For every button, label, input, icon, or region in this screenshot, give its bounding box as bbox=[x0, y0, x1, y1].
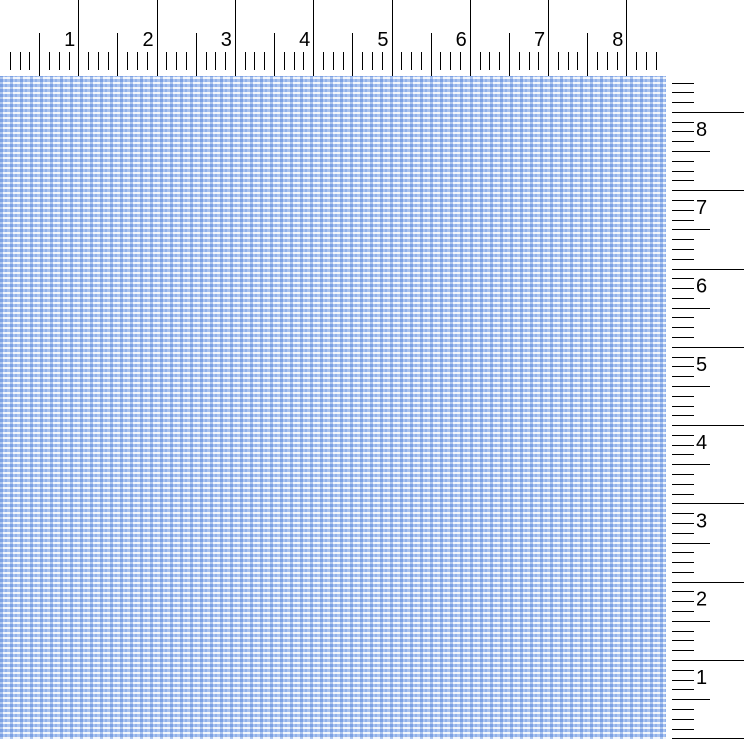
ruler-label: 3 bbox=[221, 29, 232, 51]
ruler-label: 6 bbox=[696, 276, 707, 298]
ruler-label: 8 bbox=[612, 29, 623, 51]
ruler-label: 1 bbox=[696, 667, 707, 689]
ruler-label: 1 bbox=[64, 29, 75, 51]
ruler-label: 2 bbox=[696, 589, 707, 611]
ruler-label: 4 bbox=[299, 29, 310, 51]
ruler-label: 5 bbox=[696, 354, 707, 376]
ruler-label: 4 bbox=[696, 432, 707, 454]
ruler-label: 3 bbox=[696, 510, 707, 532]
ruler-label: 2 bbox=[142, 29, 153, 51]
horizontal-ruler: 1 2 3 4 5 6 7 8 bbox=[10, 0, 657, 76]
vertical-ruler: 8 7 6 5 4 3 2 1 bbox=[672, 83, 744, 739]
fabric-pattern-preview bbox=[0, 76, 666, 739]
ruler-label: 7 bbox=[696, 197, 707, 219]
ruler-label: 5 bbox=[377, 29, 388, 51]
ruler-label: 7 bbox=[534, 29, 545, 51]
ruler-label: 8 bbox=[696, 119, 707, 141]
ruler-label: 6 bbox=[456, 29, 467, 51]
